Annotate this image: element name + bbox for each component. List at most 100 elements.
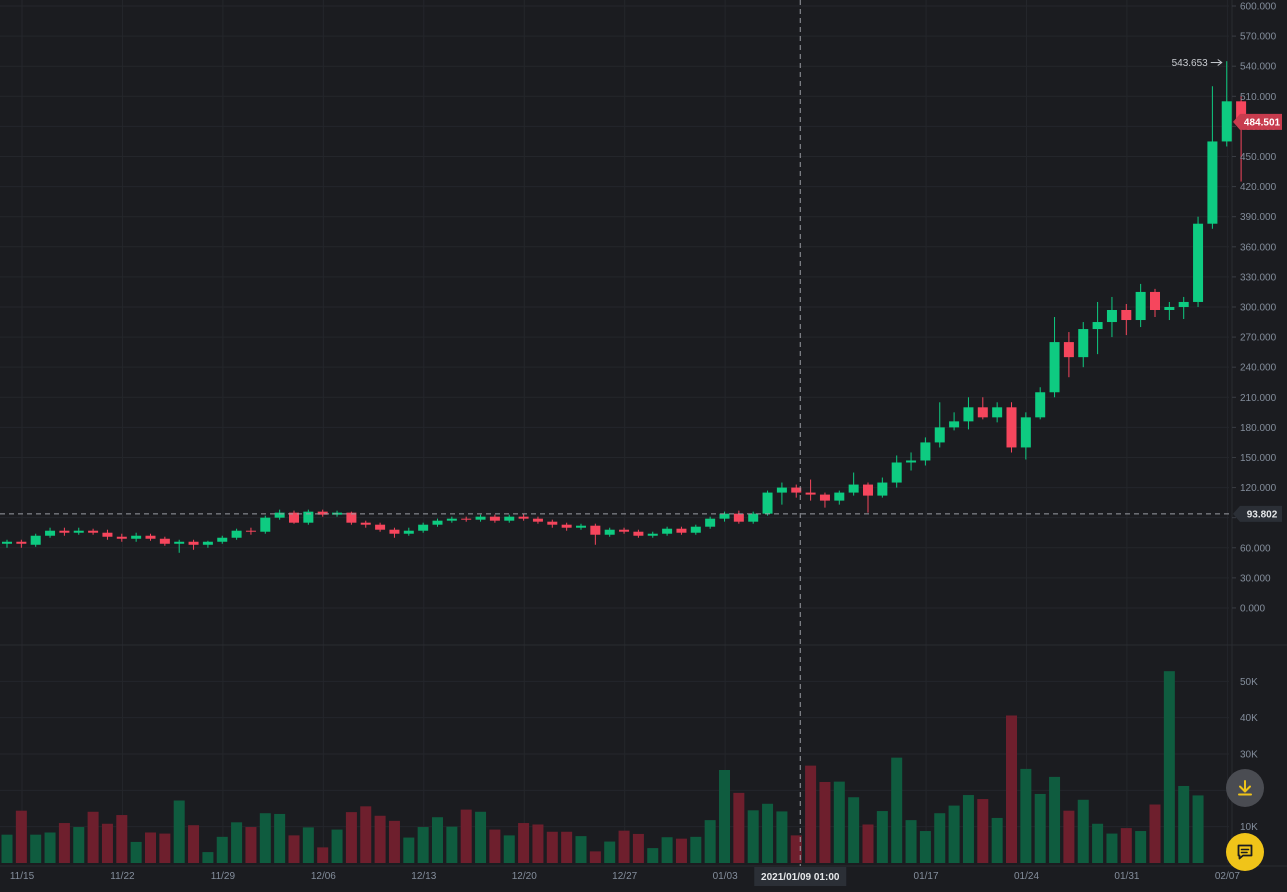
- candle-body: [375, 524, 386, 530]
- volume-bar: [1049, 776, 1061, 863]
- volume-bar: [561, 831, 573, 863]
- volume-bar: [173, 800, 185, 863]
- volume-bar: [776, 811, 788, 863]
- candle-body: [719, 513, 730, 519]
- volume-bar: [518, 823, 530, 863]
- candle-body: [217, 537, 228, 542]
- candle-body: [174, 541, 185, 544]
- volume-bar: [1120, 828, 1132, 863]
- price-tick-label: 540.000: [1240, 62, 1277, 73]
- price-tick-label: 150.000: [1240, 453, 1277, 464]
- volume-bar: [274, 813, 286, 863]
- candle-body: [1078, 329, 1089, 358]
- volume-bar: [489, 829, 501, 863]
- price-tick-label: 360.000: [1240, 242, 1277, 253]
- candle-body: [274, 512, 285, 518]
- price-tick-label: 570.000: [1240, 32, 1277, 43]
- candle-body: [762, 492, 773, 514]
- candle-body: [949, 421, 960, 428]
- volume-bar: [446, 826, 458, 863]
- candle-body: [1092, 322, 1103, 330]
- candle-body: [461, 518, 472, 520]
- candle-body: [590, 525, 601, 535]
- volume-bar: [145, 832, 156, 863]
- volume-bar: [1192, 795, 1204, 863]
- volume-bar: [259, 813, 271, 863]
- time-tick-label: 02/07: [1215, 871, 1240, 882]
- candle-body: [705, 518, 716, 527]
- volume-bar: [919, 831, 931, 863]
- candle-body: [418, 524, 429, 531]
- volume-bars: [1, 671, 1204, 863]
- volume-bar: [432, 817, 443, 863]
- candle-body: [547, 521, 558, 525]
- volume-bar: [819, 781, 831, 863]
- candle-body: [446, 518, 457, 521]
- candle-body: [633, 531, 644, 536]
- candle-body: [260, 517, 271, 532]
- candle-body: [102, 532, 113, 537]
- volume-bar: [116, 815, 128, 863]
- volume-bar: [374, 815, 386, 863]
- volume-bar: [1092, 823, 1104, 863]
- candle-body: [863, 484, 873, 496]
- candle-body: [977, 407, 988, 418]
- candle-body: [1221, 101, 1232, 142]
- volume-bar: [15, 810, 27, 863]
- volume-bar: [360, 806, 372, 863]
- candle-body: [432, 520, 443, 525]
- volume-bar: [101, 823, 113, 863]
- price-tick-label: 30.000: [1240, 573, 1271, 584]
- crosshair-price-label: 93.802: [1247, 509, 1278, 520]
- candle-body: [489, 516, 500, 521]
- volume-bar: [503, 835, 515, 863]
- price-tick-label: 0.000: [1240, 603, 1265, 614]
- price-tick-label: 600.000: [1240, 2, 1277, 13]
- volume-bar: [403, 837, 415, 863]
- volume-bar: [30, 834, 42, 863]
- candle-body: [676, 528, 687, 533]
- candle-body: [1121, 309, 1132, 321]
- candle-body: [604, 529, 615, 535]
- candle-body: [518, 516, 529, 519]
- volume-bar: [618, 830, 630, 863]
- candle-body: [159, 538, 170, 544]
- candle-body: [1236, 101, 1247, 123]
- volume-bar: [747, 810, 759, 863]
- volume-bar: [245, 827, 257, 863]
- candle-body: [776, 487, 787, 493]
- chat-button[interactable]: [1226, 833, 1264, 871]
- volume-bar: [475, 811, 487, 863]
- volume-bar: [704, 820, 716, 863]
- candle-body: [403, 530, 414, 534]
- volume-bar: [388, 820, 400, 863]
- candle-body: [45, 530, 56, 536]
- candle-body: [231, 530, 242, 538]
- price-tick-label: 60.000: [1240, 543, 1271, 554]
- volume-bar: [790, 835, 802, 863]
- candle-body: [145, 535, 156, 539]
- volume-bar: [575, 836, 587, 863]
- candle-body: [289, 512, 299, 523]
- volume-bar: [130, 841, 142, 863]
- candle-body: [360, 522, 371, 525]
- candles: [2, 61, 1247, 553]
- download-button[interactable]: [1226, 769, 1264, 807]
- volume-bar: [948, 805, 960, 863]
- candle-body: [690, 526, 701, 533]
- candle-body: [877, 482, 888, 496]
- price-tick-label: 270.000: [1240, 333, 1277, 344]
- volume-bar: [848, 797, 860, 863]
- volume-bar: [87, 811, 99, 863]
- volume-bar: [317, 847, 329, 863]
- candle-body: [920, 442, 931, 461]
- volume-bar: [417, 827, 429, 863]
- candle-body: [504, 516, 515, 521]
- candle-body: [1106, 309, 1117, 323]
- volume-bar: [719, 769, 730, 863]
- price-tick-label: 390.000: [1240, 212, 1277, 223]
- candle-body: [934, 427, 945, 443]
